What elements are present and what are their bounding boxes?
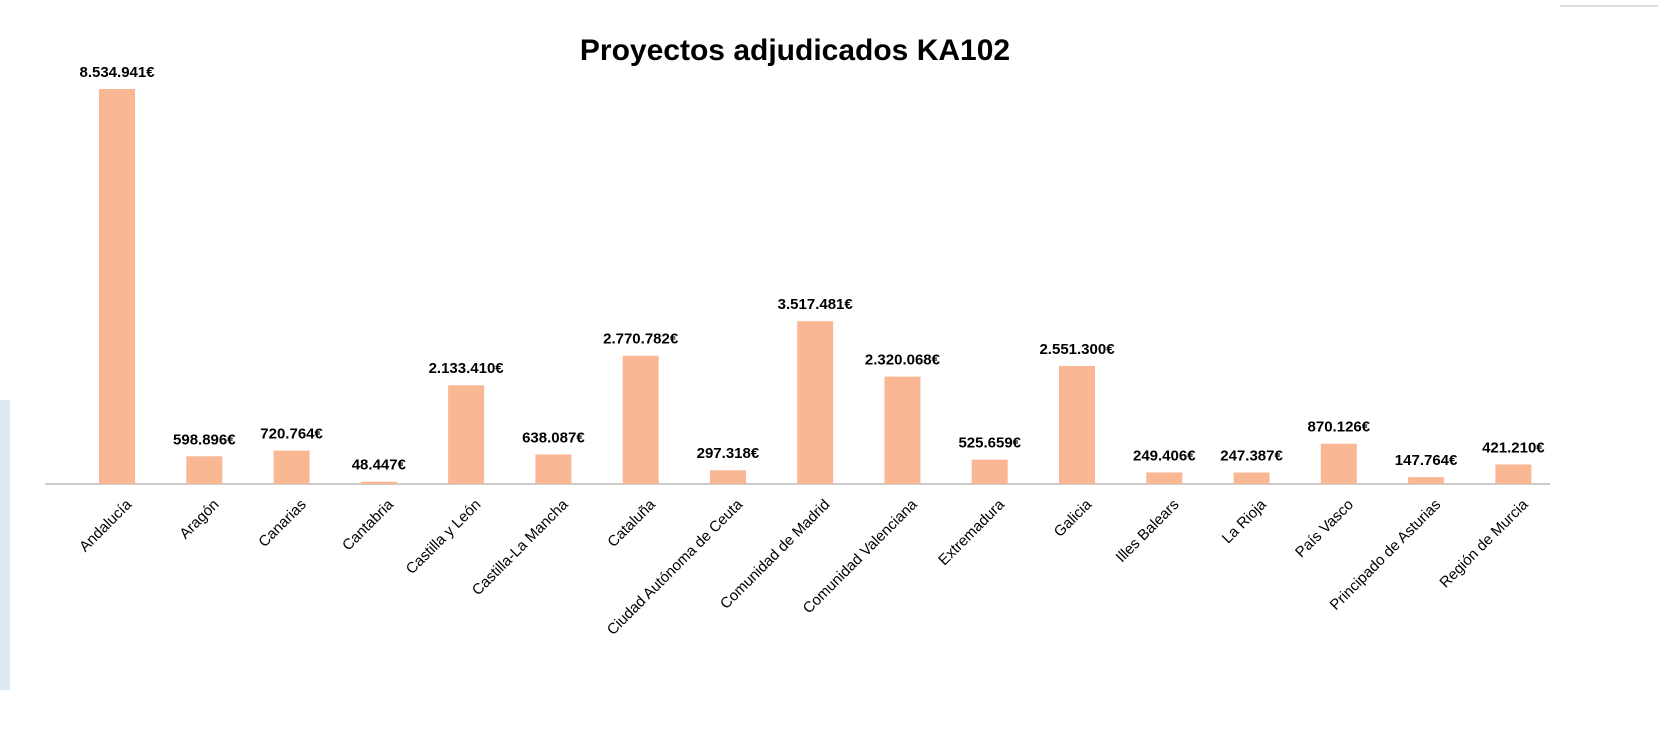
bar bbox=[1408, 477, 1445, 484]
data-label: 598.896€ bbox=[173, 431, 236, 448]
data-label: 8.534.941€ bbox=[79, 64, 155, 81]
data-label: 421.210€ bbox=[1482, 439, 1545, 456]
bar bbox=[971, 459, 1008, 484]
bar bbox=[535, 454, 572, 484]
data-label: 2.770.782€ bbox=[603, 331, 679, 348]
data-label: 2.551.300€ bbox=[1039, 341, 1115, 358]
data-label: 638.087€ bbox=[522, 429, 585, 446]
data-label: 48.447€ bbox=[352, 457, 407, 474]
bar bbox=[448, 385, 485, 484]
bar bbox=[273, 450, 310, 484]
bar bbox=[99, 89, 136, 484]
bar bbox=[186, 456, 223, 484]
side-strip bbox=[0, 400, 10, 690]
data-label: 247.387€ bbox=[1220, 448, 1283, 465]
data-label: 720.764€ bbox=[260, 426, 323, 443]
bar bbox=[1233, 472, 1270, 484]
bar bbox=[884, 376, 921, 484]
bar bbox=[709, 470, 746, 484]
bar bbox=[1146, 472, 1183, 484]
data-label: 2.320.068€ bbox=[865, 352, 941, 369]
data-label: 249.406€ bbox=[1133, 447, 1196, 464]
bar bbox=[1495, 464, 1532, 484]
bar bbox=[1059, 365, 1096, 484]
data-label: 147.764€ bbox=[1395, 452, 1458, 469]
bar bbox=[360, 481, 397, 484]
bar bbox=[1320, 443, 1357, 484]
data-label: 297.318€ bbox=[697, 445, 760, 462]
bar bbox=[622, 355, 659, 484]
data-label: 870.126€ bbox=[1308, 419, 1371, 436]
data-label: 525.659€ bbox=[958, 435, 1021, 452]
data-label: 3.517.481€ bbox=[778, 296, 854, 313]
chart-title: Proyectos adjudicados KA102 bbox=[580, 34, 1010, 67]
bar bbox=[797, 321, 834, 484]
data-label: 2.133.410€ bbox=[429, 360, 505, 377]
